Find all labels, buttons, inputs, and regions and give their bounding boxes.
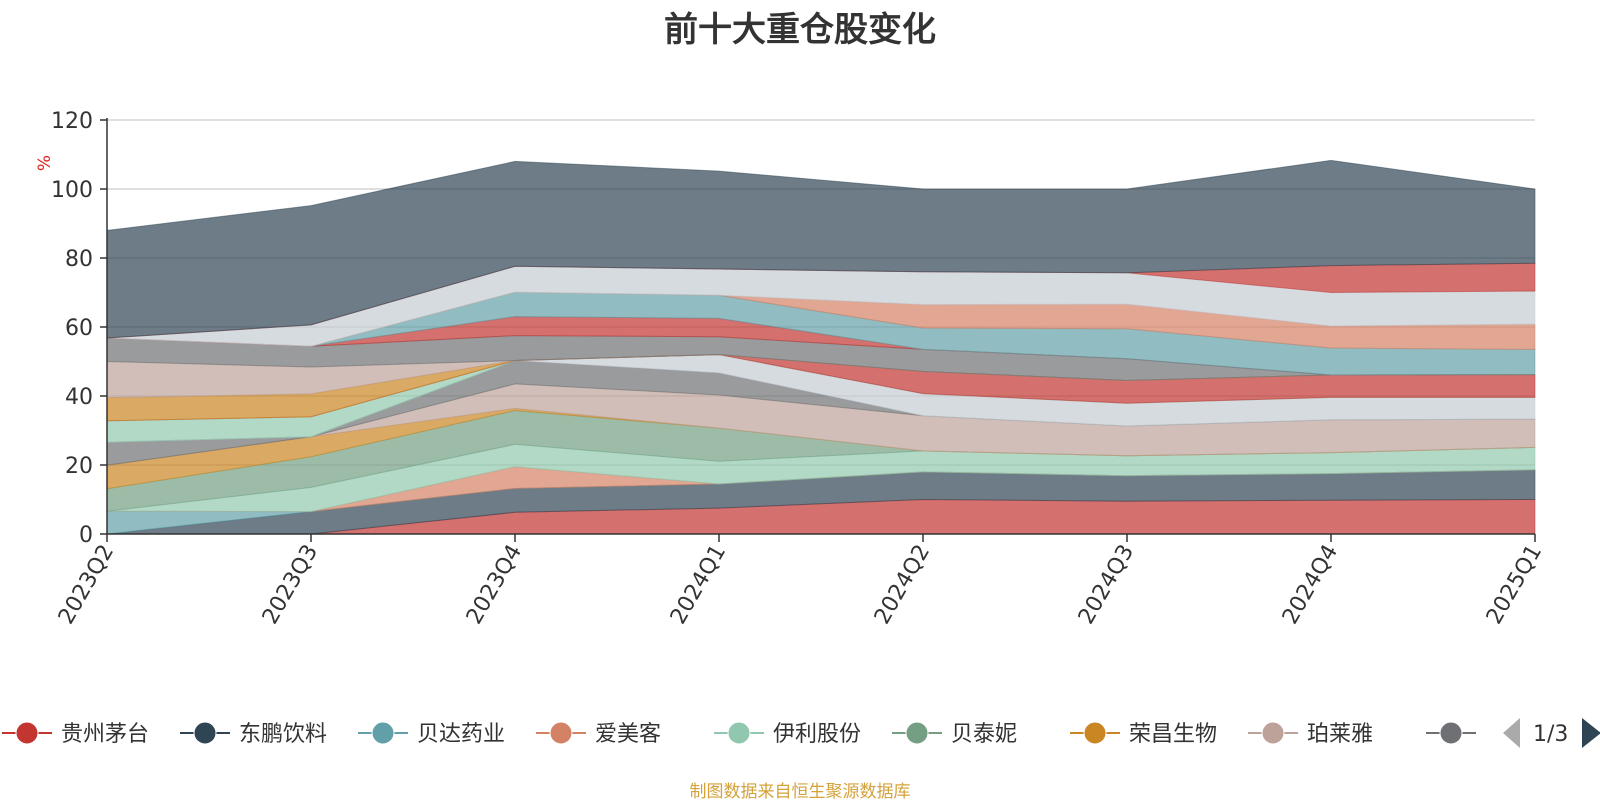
legend-marker-icon (549, 721, 573, 745)
x-tick-label: 2024Q1 (666, 541, 731, 629)
legend-item[interactable]: 东鹏饮料 (180, 721, 327, 747)
y-tick-label: 40 (65, 385, 93, 410)
page-indicator: 1/3 (1533, 722, 1568, 747)
y-tick-label: 100 (51, 178, 93, 203)
legend-marker-icon (727, 721, 751, 745)
y-tick-label: 120 (51, 109, 93, 134)
page-next-icon[interactable] (1582, 718, 1600, 748)
y-tick-label: 80 (65, 247, 93, 272)
legend-label: 伊利股份 (773, 722, 861, 747)
legend-label: 珀莱雅 (1307, 722, 1373, 747)
legend-item[interactable]: 贵州茅台 (2, 721, 149, 747)
area-series-22[interactable] (106, 159, 1536, 339)
y-tick-label: 0 (79, 523, 93, 548)
y-tick-label: 20 (65, 454, 93, 479)
legend-marker-icon (905, 721, 929, 745)
legend-label: 贝泰妮 (951, 722, 1017, 747)
x-tick-label: 2024Q4 (1278, 541, 1343, 629)
legend[interactable]: 贵州茅台 东鹏饮料 贝达药业 爱美客 伊利股份 贝泰妮 荣昌生物 珀莱雅 中国中免 (2, 721, 1573, 747)
legend-label: 贝达药业 (417, 722, 505, 747)
legend-item[interactable]: 伊利股份 (714, 721, 861, 747)
area-layer (106, 159, 1536, 535)
legend-item[interactable]: 中国中免 (1426, 721, 1573, 747)
legend-label: 爱美客 (595, 722, 661, 747)
y-axis-unit: % (35, 155, 55, 171)
legend-label: 东鹏饮料 (239, 722, 327, 747)
x-tick-label: 2025Q1 (1482, 541, 1547, 629)
x-tick-label: 2023Q2 (54, 541, 119, 629)
legend-marker-icon (1439, 721, 1463, 745)
legend-marker-icon (371, 721, 395, 745)
legend-label: 荣昌生物 (1129, 722, 1217, 747)
x-tick-label: 2024Q2 (870, 541, 935, 629)
x-tick-label: 2023Q4 (462, 541, 527, 629)
x-tick-label: 2024Q3 (1074, 541, 1139, 629)
legend-item[interactable]: 贝泰妮 (892, 721, 1017, 747)
legend-label: 贵州茅台 (61, 722, 149, 747)
legend-marker-icon (1261, 721, 1285, 745)
legend-item[interactable]: 珀莱雅 (1248, 721, 1373, 747)
y-tick-label: 60 (65, 316, 93, 341)
x-tick-label: 2023Q3 (258, 541, 323, 629)
page-prev-icon[interactable] (1503, 718, 1520, 748)
legend-item[interactable]: 荣昌生物 (1070, 721, 1217, 747)
legend-item[interactable]: 爱美客 (536, 721, 661, 747)
legend-pager[interactable]: 1/3 (1503, 718, 1600, 748)
legend-marker-icon (1083, 721, 1107, 745)
legend-marker-icon (193, 721, 217, 745)
chart-title: 前十大重仓股变化 (664, 10, 936, 50)
source-note: 制图数据来自恒生聚源数据库 (689, 782, 911, 802)
legend-marker-icon (15, 721, 39, 745)
legend-item[interactable]: 贝达药业 (358, 721, 505, 747)
